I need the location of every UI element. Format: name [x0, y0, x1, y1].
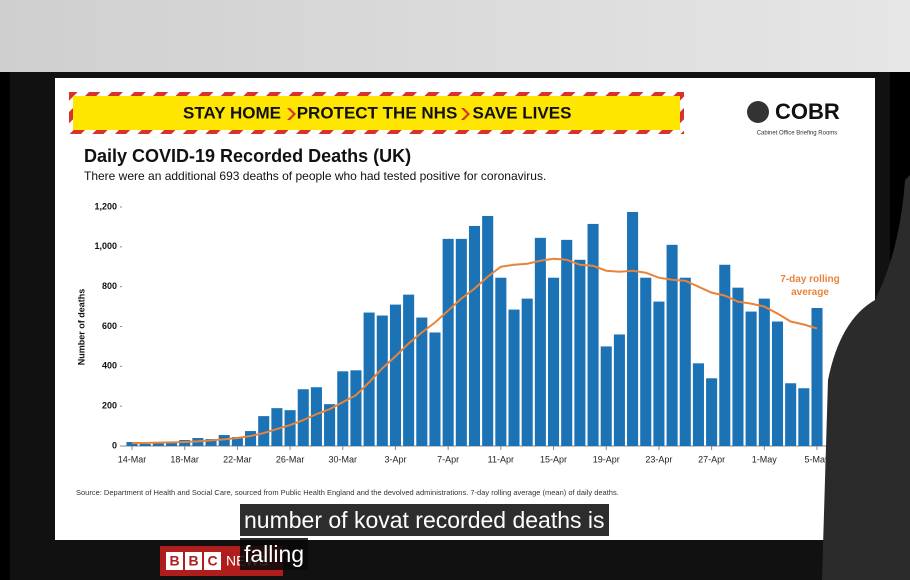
bar	[205, 439, 217, 446]
bar	[455, 238, 467, 446]
logo-subtitle: Cabinet Office Briefing Rooms	[757, 131, 838, 137]
bar	[297, 389, 309, 446]
logo-title: COBR	[775, 99, 840, 124]
bar	[785, 383, 797, 446]
y-tick-label: 600	[102, 321, 117, 331]
bar	[508, 309, 520, 446]
bar	[732, 287, 744, 446]
logo-letter: B	[188, 553, 198, 569]
chart-subtitle: There were an additional 693 deaths of p…	[84, 169, 546, 183]
bar	[363, 312, 375, 446]
bar	[679, 277, 691, 446]
x-tick-label: 23-Apr	[645, 454, 672, 464]
rolling-average-line	[132, 257, 818, 445]
bar	[324, 404, 336, 446]
bar	[758, 298, 770, 446]
source: Source: Department of Health and Social …	[76, 488, 619, 497]
bar	[403, 294, 415, 446]
bar	[152, 442, 164, 446]
bar	[613, 334, 625, 446]
bar	[771, 321, 784, 446]
wall	[0, 0, 910, 72]
y-tick-label: 800	[102, 281, 117, 291]
bar	[271, 408, 283, 446]
bar	[284, 410, 296, 446]
x-tick-label: 18-Mar	[170, 454, 199, 464]
bar	[600, 346, 612, 446]
x-tick-label: 5-May	[804, 454, 830, 464]
bar	[574, 259, 586, 446]
banner-text: SAVE LIVES	[473, 103, 572, 122]
bar	[495, 277, 507, 446]
logo-letter: B	[169, 553, 179, 569]
banner-text: PROTECT THE NHS	[297, 103, 458, 122]
bar	[389, 304, 401, 446]
bar	[719, 264, 731, 446]
bar	[468, 225, 481, 446]
bar	[258, 416, 270, 446]
bar	[218, 435, 230, 446]
bar	[653, 301, 665, 446]
bar	[482, 215, 494, 446]
bar	[561, 239, 573, 446]
x-tick-label: 1-May	[752, 454, 778, 464]
banner-arrow	[461, 108, 470, 120]
banner-arrow	[287, 108, 296, 120]
bar	[548, 277, 560, 446]
bar	[692, 363, 704, 446]
y-axis-label: Number of deaths	[76, 289, 86, 366]
y-tick-label: 1,200	[94, 201, 117, 211]
bar	[376, 315, 388, 446]
bar	[139, 444, 151, 446]
bar	[640, 277, 652, 446]
x-tick-label: 11-Apr	[488, 454, 514, 464]
bar	[521, 298, 533, 446]
banner-text: STAY HOME	[183, 103, 281, 122]
bar	[745, 311, 757, 446]
x-tick-label: 27-Apr	[698, 454, 725, 464]
logo-letter: C	[207, 553, 217, 569]
bar	[429, 332, 441, 446]
chart-title: Daily COVID-19 Recorded Deaths (UK)	[84, 146, 411, 166]
bar	[245, 431, 257, 446]
x-tick-label: 3-Apr	[384, 454, 406, 464]
x-tick-label: 22-Mar	[223, 454, 252, 464]
x-tick-label: 19-Apr	[593, 454, 620, 464]
y-tick-label: 0	[112, 440, 117, 450]
bar	[231, 437, 243, 446]
x-tick-label: 7-Apr	[437, 454, 459, 464]
bar	[706, 378, 718, 446]
bar	[811, 307, 823, 446]
x-tick-label: 15-Apr	[540, 454, 567, 464]
y-tick-label: 1,000	[94, 241, 117, 251]
x-tick-label: 14-Mar	[118, 454, 147, 464]
logo-box	[185, 552, 202, 570]
bar	[442, 238, 454, 446]
bar	[798, 388, 810, 446]
x-tick-label: 26-Mar	[276, 454, 305, 464]
bar	[534, 237, 546, 446]
bar	[666, 244, 678, 446]
crest	[747, 101, 769, 123]
x-tick-label: 30-Mar	[329, 454, 358, 464]
series-label: 7-day rolling average	[780, 274, 840, 298]
bar	[337, 371, 349, 446]
logo-box	[204, 552, 221, 570]
bar	[627, 211, 639, 446]
bar	[587, 223, 599, 446]
bar	[350, 370, 362, 446]
presenter	[822, 175, 910, 580]
caption-line: falling	[240, 538, 309, 570]
y-tick-label: 400	[102, 361, 117, 371]
bar	[416, 317, 428, 446]
logo-box	[166, 552, 183, 570]
y-tick-label: 200	[102, 401, 117, 411]
caption-line: number of kovat recorded deaths is	[240, 504, 609, 536]
bar	[310, 387, 322, 446]
banner	[73, 96, 680, 130]
bar	[165, 443, 178, 446]
